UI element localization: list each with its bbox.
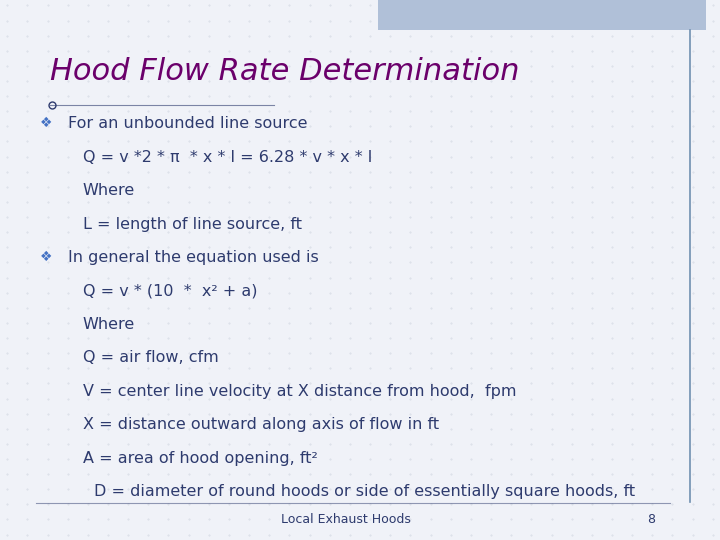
Text: Q = air flow, cfm: Q = air flow, cfm bbox=[83, 350, 219, 366]
Text: Q = v *2 * π  * x * l = 6.28 * v * x * l: Q = v *2 * π * x * l = 6.28 * v * x * l bbox=[83, 150, 372, 165]
Text: ❖: ❖ bbox=[40, 116, 52, 130]
Text: Where: Where bbox=[83, 317, 135, 332]
Text: ❖: ❖ bbox=[40, 250, 52, 264]
Text: A = area of hood opening, ft²: A = area of hood opening, ft² bbox=[83, 451, 318, 466]
Text: Where: Where bbox=[83, 183, 135, 198]
Text: D = diameter of round hoods or side of essentially square hoods, ft: D = diameter of round hoods or side of e… bbox=[94, 484, 635, 500]
Text: 8: 8 bbox=[647, 513, 655, 526]
Text: Hood Flow Rate Determination: Hood Flow Rate Determination bbox=[50, 57, 520, 86]
Text: In general the equation used is: In general the equation used is bbox=[68, 250, 319, 265]
Text: V = center line velocity at X distance from hood,  fpm: V = center line velocity at X distance f… bbox=[83, 384, 516, 399]
Text: Q = v * (10  *  x² + a): Q = v * (10 * x² + a) bbox=[83, 284, 257, 299]
Text: Local Exhaust Hoods: Local Exhaust Hoods bbox=[281, 513, 410, 526]
Bar bbox=[378, 0, 706, 30]
Text: For an unbounded line source: For an unbounded line source bbox=[68, 116, 308, 131]
Text: L = length of line source, ft: L = length of line source, ft bbox=[83, 217, 302, 232]
Text: X = distance outward along axis of flow in ft: X = distance outward along axis of flow … bbox=[83, 417, 439, 433]
